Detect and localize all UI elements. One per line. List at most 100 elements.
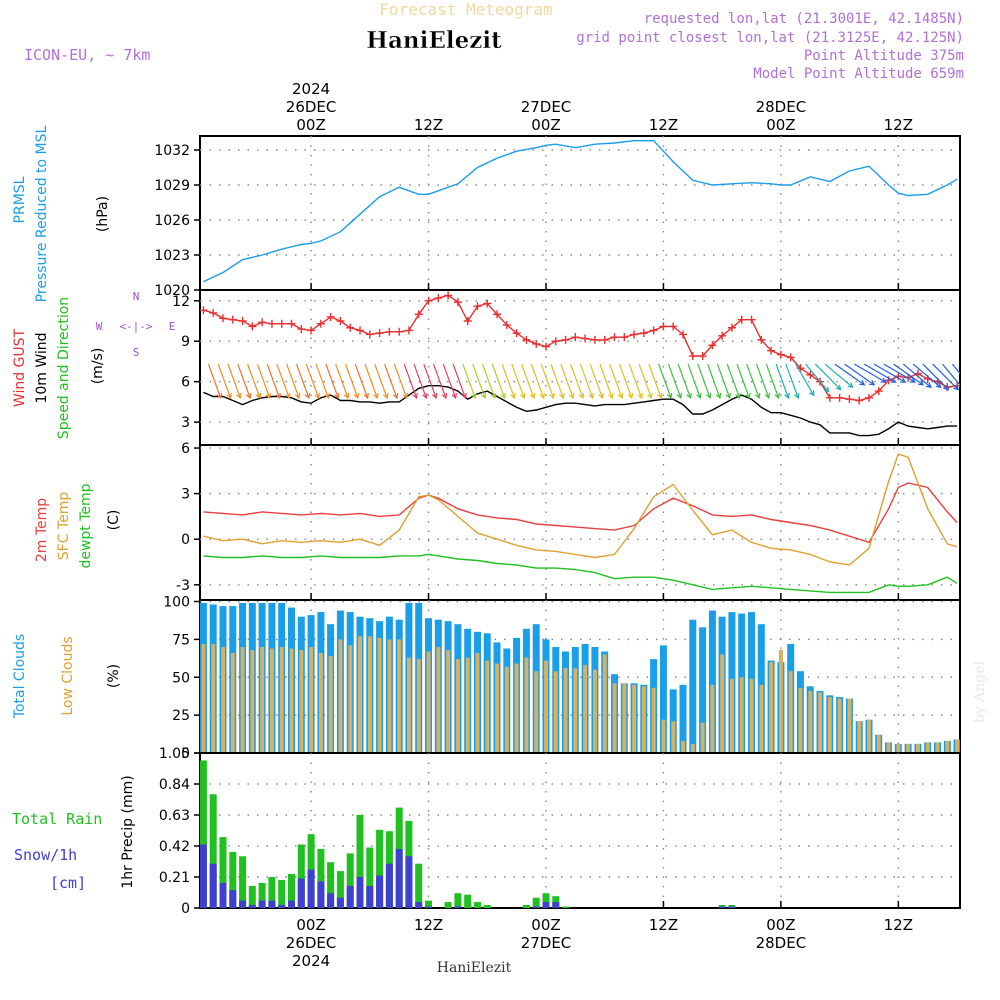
rain-bar [336,871,344,908]
compass-arrows: <-|-> [119,320,152,333]
wind-direction-arrow [217,363,232,400]
low_clouds-bar [681,740,685,753]
meteogram-title: Forecast Meteogram [379,0,552,19]
rain-bar [278,880,286,908]
wind-direction-arrow [550,363,565,400]
gust-point [346,323,355,332]
snow-bar [415,902,423,908]
low_clouds-bar [661,719,666,753]
low_clouds-bar [534,671,539,753]
low_clouds-bar [436,647,441,753]
compass-south: S [133,346,140,359]
pressure-panel: 1020 1023 1026 1029 1032 [154,135,961,299]
low_clouds-bar [407,657,411,753]
rain-bar [425,900,432,908]
wind-direction-arrow [305,363,320,400]
wind-direction-arrow [295,363,311,400]
rain-bar [346,853,354,908]
temperature-ytick-label: -3 [176,578,190,594]
top-axis-label: 12Z [414,116,443,134]
gust-point [620,333,629,342]
low_clouds-bar [583,665,588,753]
gust-point [855,396,864,405]
compass-west: W [96,320,103,333]
rain-bar [474,902,481,908]
gust-point [258,318,267,327]
compass-rose: N W E <-|-> S [96,290,176,359]
rain-bar [268,877,276,908]
low_clouds-bar [279,647,284,753]
precip-label-axis: 1hr Precip (mm) [120,775,136,888]
snow-bar [454,906,462,908]
pressure-label-prmsl: PRMSL [12,176,28,223]
precip-ytick-label: 0 [181,901,190,917]
temperature-ytick-label: 6 [181,441,190,457]
gust-point [444,291,453,300]
gust-point [669,322,678,331]
precip-label-cm: [cm] [50,874,86,892]
wind-direction-arrow [423,363,438,400]
rain-bar [415,863,423,908]
low_clouds-bar [514,663,519,753]
gust-point [825,393,834,402]
wind-direction-arrow [755,363,771,400]
low_clouds-bar [544,660,548,753]
clouds-ytick-label: 0 [181,746,190,762]
low_clouds-bar [504,666,509,753]
wind-direction-arrow [315,363,330,400]
clouds-label-low: Low Clouds [60,636,76,715]
rain-bar [219,837,227,908]
top-axis-label: 12Z [884,116,913,134]
wind-direction-arrow [746,363,761,400]
rain-bar [317,849,325,908]
wind-direction-arrow [472,363,487,400]
gust-point [414,310,423,319]
low_clouds-bar [456,659,460,753]
wind-direction-arrow [922,363,950,391]
gust-point [297,325,306,334]
gust-point [473,302,482,311]
low_clouds-bar [416,659,421,753]
wind-direction-arrow [824,363,854,389]
low_clouds-bar [553,671,558,753]
total_clouds-bar [659,645,667,753]
low_clouds-bar [367,636,372,753]
low_clouds-bar [563,668,568,753]
low_clouds-bar [318,653,323,753]
rain-bar [288,874,295,908]
low_clouds-bar [348,645,353,753]
low_clouds-bar [328,656,333,753]
bottom-axis-label: 12Z [414,916,443,934]
low_clouds-bar [358,636,362,753]
wind-direction-arrow [863,363,897,383]
snow-bar [385,863,393,908]
snow-bar [542,902,550,908]
low_clouds-bar [446,650,451,753]
low_clouds-bar [426,651,431,753]
wind-direction-arrow [599,363,614,400]
low_clouds-bar [779,650,783,753]
wind-direction-arrow [237,363,252,400]
temperature-frame [199,444,961,601]
total_clouds-bar [699,627,707,753]
wind-direction-arrow [560,363,575,400]
low_clouds-bar [270,648,274,753]
wind-direction-arrow [491,363,506,400]
low_clouds-bar [387,639,392,753]
low_clouds-bar [955,739,959,753]
low_clouds-bar [720,654,725,753]
gust-point [571,333,580,342]
wind-direction-arrow [589,363,604,400]
top-axis-label: 00Z [531,116,560,134]
low_clouds-bar [700,722,705,753]
gust-point [776,350,785,359]
wind-direction-arrow [775,363,790,400]
gust-point [561,335,570,344]
low_clouds-bar [475,653,480,753]
wind-direction-arrow [276,363,291,400]
compass-east: E [169,320,176,333]
wind-direction-arrow [511,363,526,400]
low_clouds-bar [602,654,607,753]
low_clouds-bar [397,639,402,753]
